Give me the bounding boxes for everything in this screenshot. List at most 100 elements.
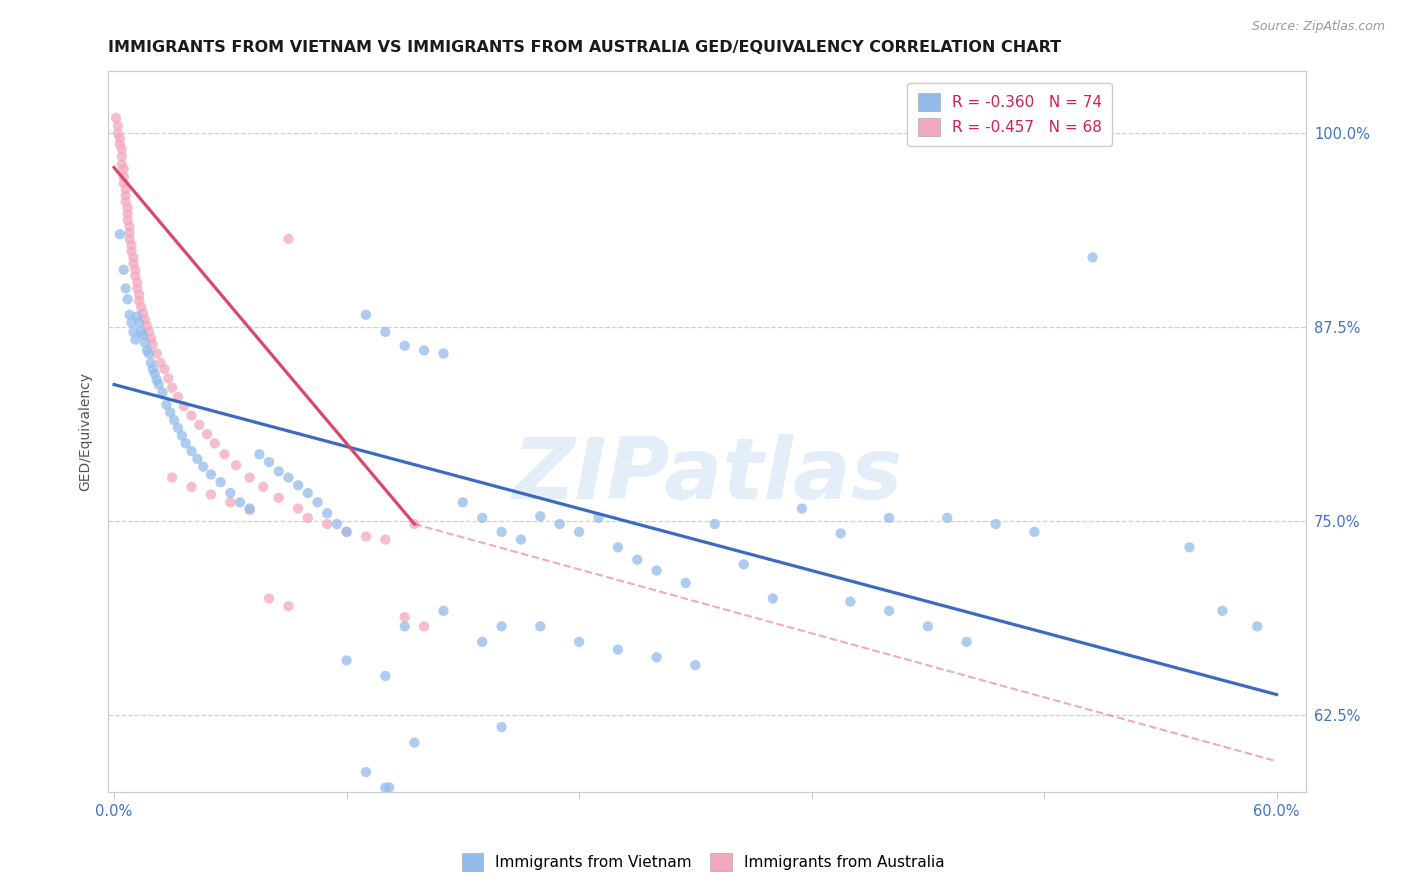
Point (112, 263, 135, 277)
Point (239, 501, 262, 516)
Point (606, 642, 628, 657)
Point (1211, 604, 1233, 618)
Point (1024, 524, 1046, 539)
Point (326, 516, 349, 531)
Point (128, 316, 150, 330)
Point (394, 339, 416, 353)
Point (107, 119, 129, 133)
Point (491, 524, 513, 539)
Point (404, 516, 426, 531)
Point (200, 487, 222, 501)
Point (111, 142, 134, 156)
Point (118, 226, 141, 240)
Point (548, 516, 571, 531)
Point (645, 650, 668, 665)
Point (112, 169, 135, 184)
Point (762, 591, 785, 606)
Point (229, 495, 252, 509)
Text: ZIPatlas: ZIPatlas (512, 434, 903, 516)
Point (675, 576, 697, 591)
Point (529, 509, 551, 524)
Point (451, 495, 474, 509)
Point (188, 417, 211, 432)
Point (167, 421, 190, 435)
Point (122, 251, 145, 265)
Point (471, 511, 494, 525)
Point (297, 486, 319, 500)
Point (136, 318, 159, 333)
Point (413, 343, 436, 358)
Point (432, 346, 454, 360)
Point (354, 529, 377, 543)
Point (877, 511, 900, 525)
Point (143, 367, 166, 381)
Point (138, 346, 160, 360)
Point (354, 308, 377, 322)
Point (307, 495, 329, 509)
Point (1246, 619, 1268, 633)
Point (124, 333, 146, 347)
Point (917, 619, 939, 633)
Point (160, 470, 183, 484)
Point (830, 526, 852, 541)
Point (111, 157, 134, 171)
Point (148, 377, 170, 392)
Point (159, 405, 181, 419)
Point (510, 533, 533, 547)
Point (139, 331, 162, 345)
Point (626, 552, 648, 566)
Point (209, 475, 232, 490)
Point (374, 669, 396, 683)
Point (193, 459, 215, 474)
Point (114, 281, 136, 295)
Point (122, 257, 145, 271)
Point (491, 619, 513, 633)
Legend: Immigrants from Vietnam, Immigrants from Australia: Immigrants from Vietnam, Immigrants from… (456, 847, 950, 877)
Point (111, 150, 134, 164)
Point (174, 436, 197, 450)
Point (112, 162, 135, 177)
Point (277, 599, 299, 614)
Point (118, 232, 141, 246)
Point (404, 736, 426, 750)
Point (121, 244, 143, 259)
Y-axis label: GED/Equivalency: GED/Equivalency (79, 372, 93, 491)
Point (124, 268, 146, 283)
Point (267, 491, 290, 505)
Point (394, 619, 416, 633)
Point (107, 127, 129, 141)
Point (413, 619, 436, 633)
Point (132, 306, 155, 320)
Point (118, 308, 141, 322)
Point (157, 371, 180, 385)
Point (839, 594, 862, 608)
Point (195, 427, 218, 442)
Point (685, 658, 707, 673)
Point (287, 501, 309, 516)
Point (180, 480, 202, 494)
Point (129, 325, 152, 339)
Point (219, 495, 242, 509)
Point (267, 464, 290, 478)
Point (247, 447, 270, 461)
Point (117, 213, 139, 227)
Point (606, 541, 628, 555)
Point (335, 524, 357, 539)
Point (108, 131, 131, 145)
Point (252, 480, 274, 494)
Point (204, 436, 226, 450)
Point (529, 619, 551, 633)
Point (134, 312, 156, 326)
Point (114, 194, 136, 209)
Point (112, 176, 135, 190)
Point (160, 381, 183, 395)
Point (138, 325, 160, 339)
Point (167, 390, 190, 404)
Point (568, 635, 591, 649)
Point (145, 373, 167, 387)
Point (155, 398, 177, 412)
Point (239, 503, 262, 517)
Point (316, 506, 339, 520)
Point (955, 635, 977, 649)
Point (186, 452, 208, 467)
